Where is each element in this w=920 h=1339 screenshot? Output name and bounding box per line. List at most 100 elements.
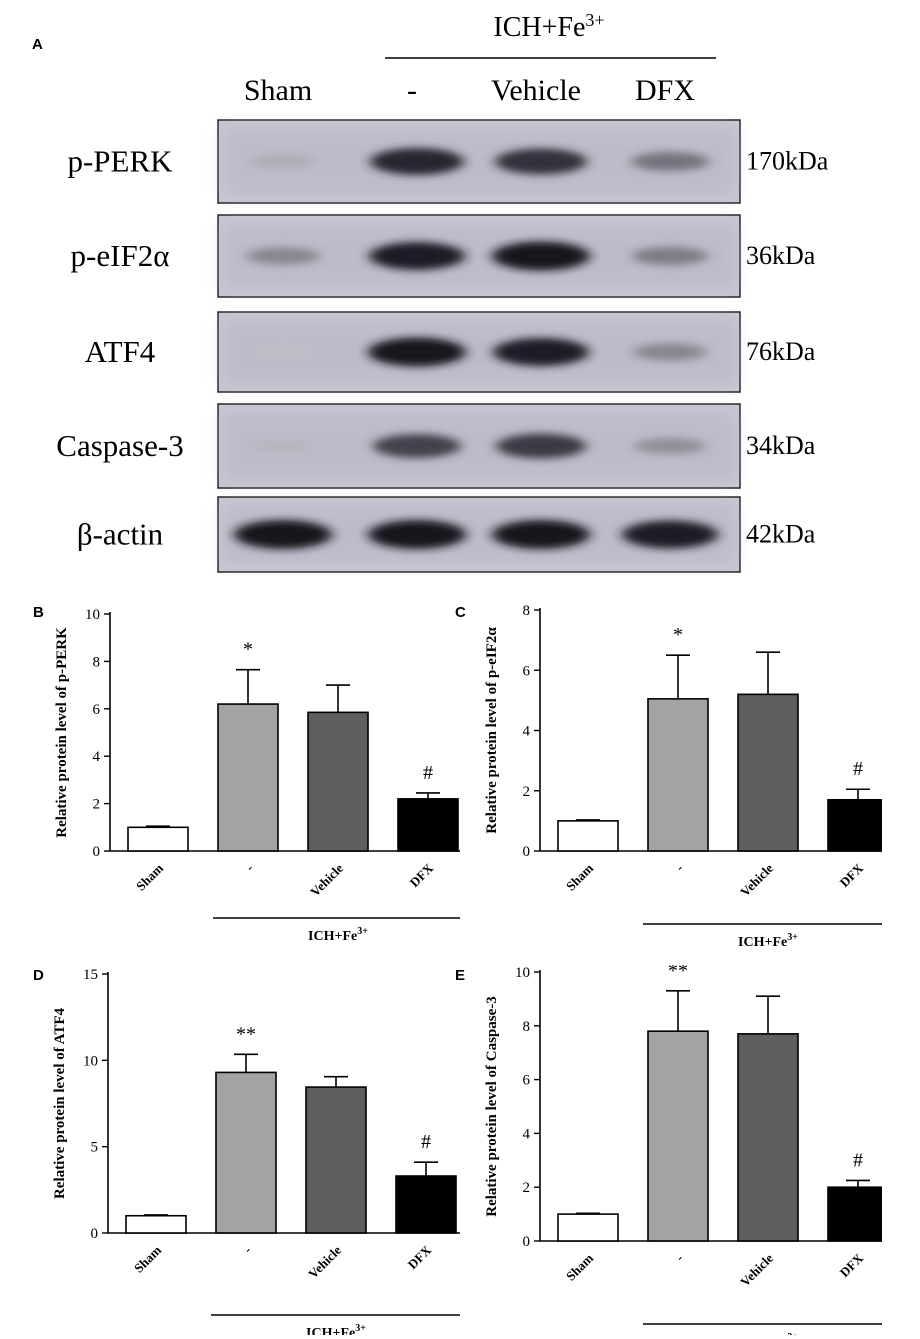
blot-band (632, 247, 708, 265)
protein-label-actin: β-actin (77, 517, 164, 552)
bar-minus (647, 1030, 709, 1242)
y-tick-label: 10 (85, 607, 100, 623)
panel-letter-b: B (33, 604, 44, 621)
y-axis-label: Relative protein level of p-PERK (54, 627, 70, 838)
blot-band (252, 346, 314, 358)
significance-marker: # (423, 762, 433, 784)
bar-sham (127, 826, 189, 852)
kda-label: 170kDa (746, 147, 829, 176)
blot-band (369, 242, 465, 270)
y-tick-label: 10 (515, 965, 530, 981)
western-blot-panel: ICH+Fe3+ Sham - Vehicle DFX p-PERK 170kDa p-e… (56, 10, 829, 573)
y-tick-label: 2 (523, 1180, 531, 1196)
significance-marker: ** (668, 965, 688, 982)
y-tick-label: 6 (523, 1073, 531, 1089)
blot-row-p-eif2: p-eIF2α 36kDa (71, 214, 816, 298)
lane-label-minus: - (407, 74, 417, 107)
x-tick-label-sham: Sham (563, 1250, 596, 1283)
x-tick-label-vehicle: Vehicle (305, 1242, 344, 1281)
x-tick-label-sham: Sham (133, 860, 166, 893)
bar-vehicle (737, 1033, 799, 1242)
x-tick-label-minus: - (672, 1251, 686, 1265)
blot-row-actin: β-actin 42kDa (77, 496, 816, 573)
bar-dfx (827, 1186, 882, 1242)
panel-letter-c: C (455, 604, 466, 621)
protein-label-atf4: ATF4 (85, 334, 156, 369)
blot-band (492, 520, 590, 549)
blot-band (246, 247, 320, 265)
blot-band (631, 152, 709, 171)
bar-dfx (827, 798, 882, 852)
y-tick-label: 8 (523, 603, 531, 619)
panel-letter-d: D (33, 967, 44, 984)
chart-b-p-perk: Relative protein level of p-PERK 0 2 4 6 8 10 S… (54, 607, 460, 944)
y-tick-label: 2 (93, 797, 101, 813)
blot-band (495, 148, 587, 175)
x-tick-label-minus: - (672, 861, 686, 875)
bar-minus (647, 698, 709, 852)
y-tick-label: 4 (93, 749, 101, 765)
bar-minus (215, 1071, 277, 1234)
blot-band (622, 520, 718, 549)
y-tick-label: 15 (83, 967, 98, 983)
blot-band (368, 337, 466, 367)
chart-c-p-eif2a: Relative protein level of p-eIF2α 0 2 4 6 8 Sh… (484, 603, 882, 950)
x-tick-label-sham: Sham (563, 860, 596, 893)
bar-minus (217, 703, 279, 852)
lane-label-vehicle: Vehicle (491, 74, 581, 107)
y-tick-label: 6 (523, 663, 531, 679)
group-label: ICH+Fe3+ (738, 932, 798, 950)
kda-label: 42kDa (746, 520, 816, 549)
blot-band (234, 520, 332, 549)
y-tick-label: 5 (91, 1140, 99, 1156)
bar-dfx (397, 798, 459, 852)
blot-band (493, 338, 589, 366)
significance-marker: # (421, 1131, 431, 1153)
bar-sham (125, 1214, 187, 1234)
x-tick-label-vehicle: Vehicle (737, 860, 776, 899)
panel-letter-a: A (32, 36, 43, 53)
x-tick-label-dfx: DFX (837, 1250, 867, 1280)
significance-marker: # (853, 758, 863, 780)
blot-band (368, 520, 466, 549)
blot-row-atf4: ATF4 76kDa (85, 311, 816, 393)
panel-letter-e: E (455, 967, 466, 984)
bar-sham (557, 820, 619, 852)
bar-vehicle (307, 711, 369, 852)
bar-sham (557, 1213, 619, 1242)
blot-band (250, 155, 316, 168)
group-label: ICH+Fe3+ (738, 1332, 798, 1335)
group-label: ICH+Fe3+ (306, 1323, 366, 1335)
y-tick-label: 8 (523, 1019, 531, 1035)
significance-marker: * (673, 624, 683, 646)
group-label: ICH+Fe3+ (308, 926, 368, 944)
bar-dfx (395, 1175, 457, 1234)
x-tick-label-dfx: DFX (405, 1242, 435, 1272)
y-tick-label: 0 (523, 1234, 531, 1250)
y-tick-label: 6 (93, 702, 101, 718)
blot-band (496, 433, 586, 459)
significance-marker: * (243, 639, 253, 661)
y-tick-label: 0 (523, 844, 531, 860)
significance-marker: ** (236, 1023, 256, 1045)
blot-band (251, 440, 315, 452)
y-axis-label: Relative protein level of ATF4 (52, 1007, 68, 1199)
protein-label-p-eif2: p-eIF2α (71, 238, 170, 273)
lane-label-dfx: DFX (635, 74, 695, 107)
x-tick-label-minus: - (240, 1243, 254, 1257)
x-tick-label-vehicle: Vehicle (737, 1250, 776, 1289)
x-tick-label-dfx: DFX (837, 860, 867, 890)
y-tick-label: 8 (93, 654, 101, 670)
y-axis-label: Relative protein level of p-eIF2α (484, 627, 500, 834)
x-tick-label-vehicle: Vehicle (307, 860, 346, 899)
y-tick-label: 4 (523, 1126, 531, 1142)
x-tick-label-minus: - (242, 861, 256, 875)
blot-row-p-perk: p-PERK 170kDa (67, 119, 829, 204)
chart-d-atf4: Relative protein level of ATF4 0 5 10 15 Sham… (52, 967, 460, 1335)
blot-band (633, 343, 707, 361)
y-axis-label: Relative protein level of Caspase-3 (484, 996, 500, 1217)
x-tick-label-dfx: DFX (407, 860, 437, 890)
lane-label-sham: Sham (244, 74, 312, 107)
blot-band (492, 241, 590, 271)
protein-label-caspase-3: Caspase-3 (56, 428, 183, 463)
